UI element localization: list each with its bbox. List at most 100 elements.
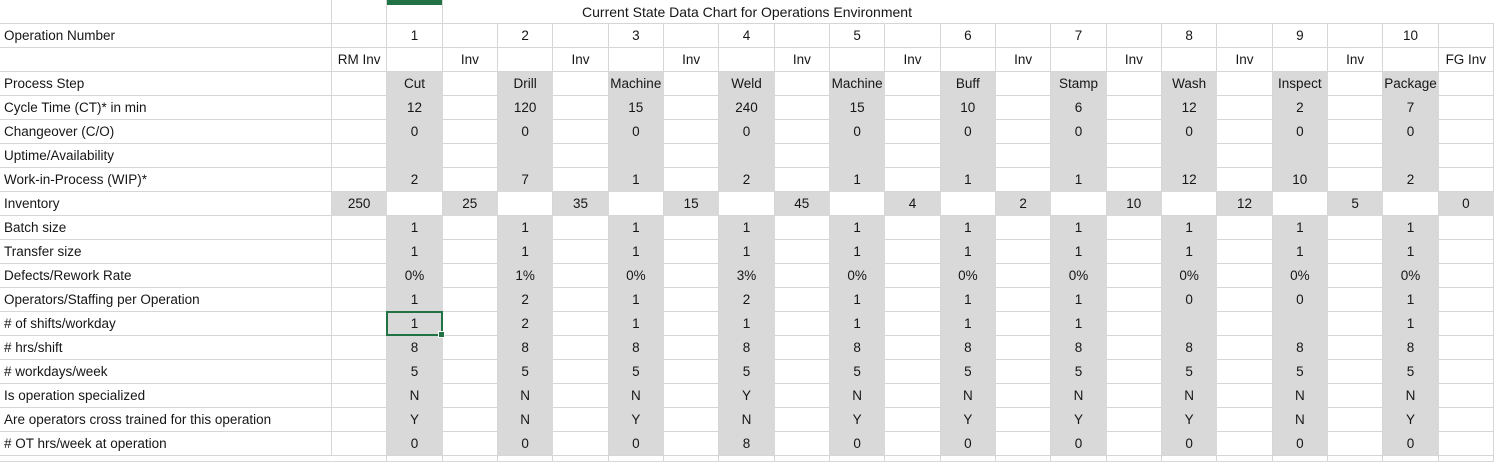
empty-cell[interactable] [719,192,775,216]
cell[interactable]: 1 [1051,240,1107,264]
row-label[interactable]: Changeover (C/O) [0,120,332,144]
cell[interactable]: 45 [774,192,830,216]
empty-cell[interactable] [663,288,720,312]
inv-header-cell[interactable]: Inv [995,48,1052,72]
cell[interactable]: 1 [497,216,554,240]
inv-header-cell[interactable]: Inv [774,48,830,72]
empty-cell[interactable] [829,192,886,216]
title-cell[interactable] [553,0,609,24]
empty-cell[interactable] [663,168,720,192]
empty-cell[interactable] [1438,456,1494,462]
cell[interactable]: 8 [497,336,554,360]
empty-cell[interactable] [774,288,830,312]
cell[interactable]: 1 [1051,312,1107,336]
empty-cell[interactable] [442,168,498,192]
empty-cell[interactable] [774,96,830,120]
title-cell[interactable] [1272,0,1328,24]
cell[interactable] [1161,144,1218,168]
empty-cell[interactable] [442,288,498,312]
cell[interactable] [1383,144,1439,168]
cell[interactable]: 1 [1051,288,1107,312]
cell[interactable]: Y [1383,408,1439,432]
empty-cell[interactable] [553,120,609,144]
inv-header-cell[interactable]: Inv [663,48,720,72]
empty-cell[interactable] [1327,216,1384,240]
empty-cell[interactable] [497,192,554,216]
cell[interactable]: 0% [829,264,886,288]
empty-cell[interactable] [885,456,941,462]
empty-cell[interactable] [1327,72,1384,96]
title-cell[interactable] [719,0,775,24]
cell[interactable]: 0 [719,120,775,144]
empty-cell[interactable] [1051,456,1107,462]
cell[interactable]: 5 [387,360,443,384]
empty-cell[interactable] [885,24,941,48]
empty-cell[interactable] [663,456,720,462]
cell[interactable]: 3% [719,264,775,288]
empty-cell[interactable] [1438,24,1494,48]
empty-cell[interactable] [1438,144,1494,168]
cell[interactable]: 5 [497,360,554,384]
empty-cell[interactable] [553,144,609,168]
cell[interactable]: 5 [1327,192,1384,216]
empty-cell[interactable] [940,48,996,72]
cell[interactable]: 12 [1161,96,1218,120]
empty-cell[interactable] [553,24,609,48]
empty-cell[interactable] [885,168,941,192]
empty-cell[interactable] [663,144,720,168]
op-number-cell[interactable]: 7 [1051,24,1107,48]
empty-cell[interactable] [442,336,498,360]
empty-cell[interactable] [1383,456,1439,462]
title-cell[interactable] [663,0,720,24]
empty-cell[interactable] [1327,96,1384,120]
empty-cell[interactable] [1217,96,1273,120]
cell[interactable]: 0 [608,432,664,456]
empty-cell[interactable] [553,360,609,384]
cell[interactable]: 1 [829,312,886,336]
empty-cell[interactable] [995,288,1052,312]
empty-cell[interactable] [774,264,830,288]
inv-header-cell[interactable]: Inv [1106,48,1162,72]
empty-cell[interactable] [332,288,388,312]
cell[interactable]: 1 [608,240,664,264]
empty-cell[interactable] [1383,48,1439,72]
cell[interactable]: 0 [1272,288,1328,312]
empty-cell[interactable] [1327,288,1384,312]
row-label[interactable]: Are operators cross trained for this ope… [0,408,332,432]
cell[interactable]: N [1272,384,1328,408]
cell[interactable]: 0% [940,264,996,288]
empty-cell[interactable] [387,456,443,462]
empty-cell[interactable] [940,192,996,216]
cell[interactable]: 0 [1161,288,1218,312]
cell[interactable]: Machine [829,72,886,96]
empty-cell[interactable] [885,96,941,120]
cell[interactable]: 2 [497,312,554,336]
empty-cell[interactable] [1106,408,1162,432]
row-label[interactable]: # of shifts/workday [0,312,332,336]
empty-cell[interactable] [553,336,609,360]
empty-cell[interactable] [995,120,1052,144]
empty-cell[interactable] [553,96,609,120]
empty-cell[interactable] [1327,120,1384,144]
cell[interactable]: 1 [1051,168,1107,192]
empty-cell[interactable] [995,24,1052,48]
op-number-cell[interactable]: 1 [387,24,443,48]
title-cell[interactable] [1383,0,1439,24]
cell[interactable]: 0 [1051,120,1107,144]
cell[interactable]: Weld [719,72,775,96]
empty-cell[interactable] [608,192,664,216]
cell[interactable]: 8 [719,432,775,456]
empty-cell[interactable] [442,384,498,408]
cell[interactable]: 1 [940,240,996,264]
empty-cell[interactable] [442,72,498,96]
empty-cell[interactable] [553,264,609,288]
empty-cell[interactable] [995,432,1052,456]
cell[interactable]: 8 [1161,336,1218,360]
cell[interactable]: N [497,408,554,432]
cell[interactable] [608,144,664,168]
empty-cell[interactable] [1106,456,1162,462]
empty-cell[interactable] [1217,408,1273,432]
cell[interactable]: 12 [1161,168,1218,192]
cell[interactable]: 1 [497,240,554,264]
inv-header-label[interactable] [0,48,332,72]
